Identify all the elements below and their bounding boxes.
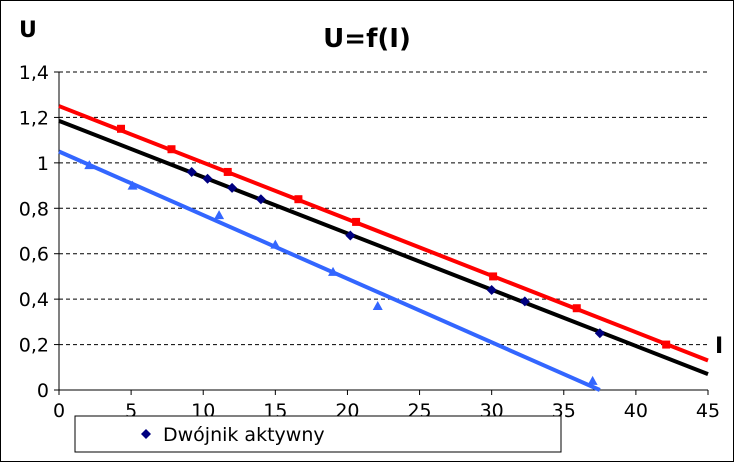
data-point-series-3 bbox=[84, 160, 95, 170]
data-point-series-3 bbox=[127, 180, 138, 190]
data-point-series-1 bbox=[594, 328, 605, 339]
data-point-series-3 bbox=[328, 266, 339, 276]
trendline-series-1 bbox=[58, 118, 709, 376]
data-point-series-3 bbox=[214, 210, 225, 220]
x-tick-label: 45 bbox=[696, 400, 720, 422]
chart-title: U=f(I) bbox=[323, 24, 411, 54]
y-tick-label: 1,4 bbox=[19, 62, 49, 84]
data-point-series-1 bbox=[345, 230, 356, 241]
data-point-series-2 bbox=[294, 195, 303, 204]
data-point-series-2 bbox=[489, 272, 498, 281]
data-point-series-3 bbox=[587, 375, 598, 385]
y-tick-label: 1,2 bbox=[19, 107, 49, 129]
data-point-series-2 bbox=[223, 167, 232, 176]
x-axis-label: I bbox=[715, 334, 723, 359]
y-tick-label: 0,4 bbox=[19, 289, 49, 311]
data-point-series-1 bbox=[227, 182, 238, 193]
y-tick-label: 0,2 bbox=[19, 335, 49, 357]
y-axis-label: U bbox=[19, 18, 37, 43]
data-point-series-2 bbox=[117, 124, 126, 133]
y-tick-label: 1 bbox=[37, 153, 49, 175]
trendlines bbox=[58, 104, 709, 392]
trendline-series-3 bbox=[58, 149, 601, 392]
legend-marker bbox=[141, 429, 151, 439]
legend: Dwójnik aktywny bbox=[74, 415, 562, 453]
data-point-series-2 bbox=[167, 145, 176, 154]
legend-diamond-marker bbox=[141, 429, 151, 439]
data-point-series-1 bbox=[202, 173, 213, 184]
data-point-series-3 bbox=[372, 300, 383, 310]
data-points bbox=[84, 124, 671, 385]
data-point-series-1 bbox=[186, 166, 197, 177]
data-point-series-1 bbox=[255, 194, 266, 205]
data-point-series-3 bbox=[270, 239, 281, 249]
data-point-series-1 bbox=[519, 296, 530, 307]
gridlines bbox=[59, 71, 708, 346]
y-tick-label: 0 bbox=[37, 380, 49, 402]
data-point-series-2 bbox=[662, 340, 671, 349]
data-point-series-1 bbox=[486, 285, 497, 296]
x-tick-label: 0 bbox=[53, 400, 65, 422]
data-point-series-2 bbox=[572, 304, 581, 313]
data-point-series-2 bbox=[352, 217, 361, 226]
y-tick-label: 0,6 bbox=[19, 244, 49, 266]
x-tick-label: 40 bbox=[624, 400, 648, 422]
trendline-series-2 bbox=[58, 104, 709, 363]
y-tick-label: 0,8 bbox=[19, 198, 49, 220]
legend-box bbox=[74, 415, 562, 453]
legend-entry: Dwójnik aktywny bbox=[163, 424, 325, 446]
